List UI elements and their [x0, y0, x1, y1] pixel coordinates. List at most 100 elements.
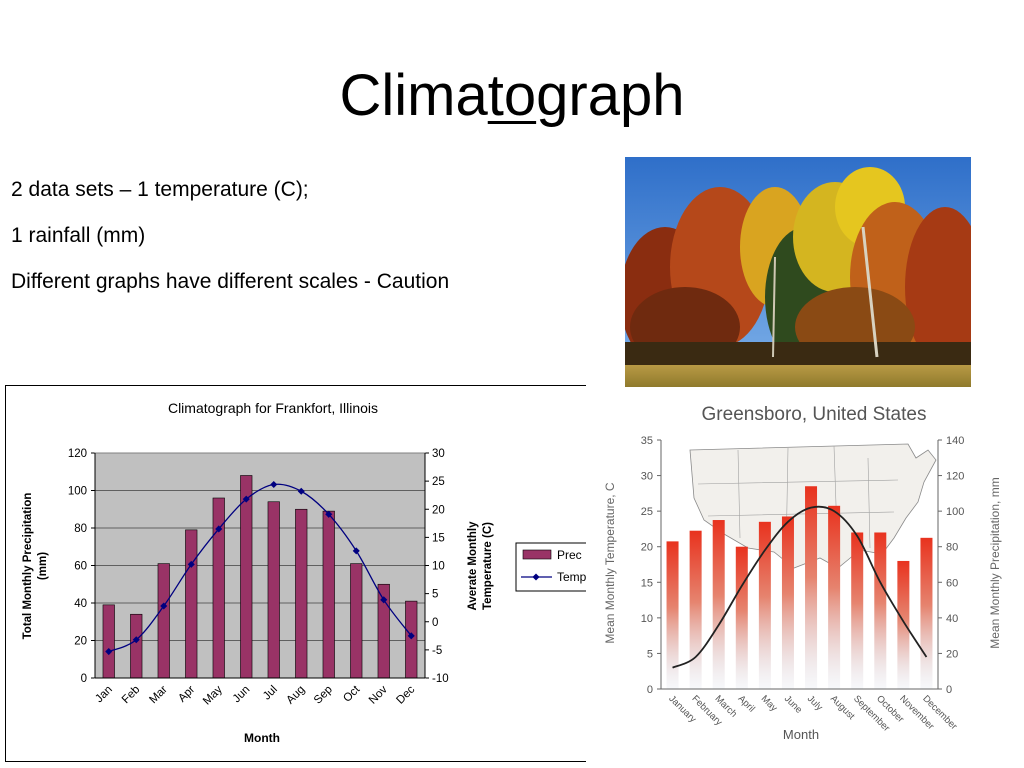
y-tick-label: 0 — [647, 684, 653, 696]
bullet-2: 1 rainfall (mm) — [11, 224, 146, 247]
y2-tick-label: 30 — [432, 448, 445, 460]
precip-bar-may — [758, 521, 771, 689]
legend-label-temp: Temp — [557, 570, 586, 584]
title-part-1: Clima — [339, 63, 488, 128]
forest-illustration — [625, 157, 971, 387]
y2-tick-label: -10 — [432, 673, 449, 685]
y2-tick-label: 0 — [432, 617, 438, 629]
autumn-forest-photo — [625, 157, 971, 387]
y-tick-label: 5 — [647, 648, 653, 660]
temp-point-oct — [352, 547, 360, 555]
y2-tick-label: 120 — [946, 471, 964, 483]
precip-bar-jan — [102, 604, 115, 679]
precip-bar-november — [897, 560, 910, 689]
precip-bar-january — [666, 541, 679, 689]
precip-bar-jul — [267, 501, 280, 679]
precip-bar-october — [874, 532, 887, 689]
chart-title: Greensboro, United States — [702, 404, 927, 425]
y-axis-label-line-2: (mm) — [37, 552, 49, 580]
y-axis-label: Mean Monthly Temperature, C — [603, 482, 617, 644]
legend: Prec Temp — [515, 542, 597, 592]
precip-bar-september — [851, 532, 864, 689]
y2-axis-label-line-2: Temperature (C) — [482, 522, 494, 610]
temp-point-nov — [380, 596, 388, 604]
y2-axis-label-line-1: Averate Monthly — [467, 521, 479, 611]
precip-bar-december — [920, 537, 933, 689]
precip-bar-oct — [350, 563, 363, 679]
legend-marker-temp — [532, 573, 540, 581]
precip-bar-sep — [322, 510, 335, 679]
y2-tick-label: 10 — [432, 561, 445, 573]
x-axis-label: Month — [783, 727, 819, 742]
y2-tick-label: 80 — [946, 542, 958, 554]
frankfort-climatograph: Climatograph for Frankfort, Illinois 0 20… — [5, 385, 597, 763]
temperature-line — [105, 480, 415, 656]
y-axis-label-line-1: Total Monthly Precipitation — [22, 493, 34, 640]
title-part-3: graph — [536, 63, 685, 128]
x-axis-label: Month — [244, 731, 280, 745]
y-tick-label: 35 — [641, 435, 653, 447]
legend-swatch-precip — [522, 549, 552, 560]
x-tick-label: July — [805, 693, 825, 713]
precip-bar-mar — [157, 563, 170, 679]
x-tick-label: August — [828, 693, 857, 722]
y2-tick-label: 60 — [946, 577, 958, 589]
x-tick-label: May — [759, 693, 780, 714]
temp-point-jun — [242, 495, 250, 503]
y-tick-label: 30 — [641, 471, 653, 483]
precip-bar-jun — [240, 475, 253, 679]
temperature-line-path — [672, 505, 928, 669]
y2-tick-label: 0 — [946, 684, 952, 696]
y-tick-label: 10 — [641, 613, 653, 625]
temp-point-apr — [187, 560, 195, 568]
y-tick-label: 25 — [641, 506, 653, 518]
y2-tick-label: 100 — [946, 506, 964, 518]
y-tick-label: 20 — [74, 636, 87, 648]
y2-tick-label: 25 — [432, 476, 445, 488]
precip-bar-june — [781, 516, 794, 689]
temperature-line — [672, 505, 928, 669]
precip-bar-march — [712, 520, 725, 689]
bullet-list: 2 data sets – 1 temperature (C); 1 rainf… — [11, 178, 571, 316]
temp-point-feb — [132, 636, 140, 644]
slide-title: Climatograph — [0, 62, 1024, 129]
bars — [666, 486, 933, 689]
y2-tick-label: 140 — [946, 435, 964, 447]
y-tick-label: 100 — [68, 486, 87, 498]
y2-tick-label: 20 — [946, 648, 958, 660]
chart-title: Climatograph for Frankfort, Illinois — [168, 400, 378, 416]
y2-tick-label: 15 — [432, 532, 445, 544]
legend-label-precip: Prec — [557, 548, 582, 562]
precip-bar-apr — [185, 529, 198, 679]
y2-tick-label: 5 — [432, 589, 438, 601]
y2-tick-label: 20 — [432, 504, 445, 516]
temp-point-mar — [160, 602, 168, 610]
title-part-underlined: to — [487, 63, 537, 128]
temp-point-jul — [270, 480, 278, 489]
y-tick-label: 15 — [641, 577, 653, 589]
y2-tick-label: 40 — [946, 613, 958, 625]
precip-bar-july — [805, 486, 818, 689]
greensboro-chart-svg: Greensboro, United States 0 5 10 15 20 25 30 35… — [603, 404, 1002, 742]
y2-tick-label: -5 — [432, 645, 442, 657]
temp-point-may — [215, 525, 223, 533]
temperature-line-path — [108, 483, 412, 653]
temp-point-dec — [407, 632, 415, 640]
precip-bar-february — [689, 530, 702, 689]
temp-point-jan — [105, 648, 113, 656]
frankfort-chart-svg: Climatograph for Frankfort, Illinois 0 20… — [5, 385, 597, 762]
y-tick-label: 40 — [74, 598, 87, 610]
bullet-3: Different graphs have different scales -… — [11, 270, 450, 293]
y-tick-label: 0 — [81, 673, 87, 685]
precip-bar-dec — [405, 600, 418, 679]
precip-bar-aug — [295, 508, 308, 679]
precip-bar-april — [735, 546, 748, 689]
precip-bar-august — [828, 505, 841, 689]
y-tick-label: 60 — [74, 561, 87, 573]
y2-axis-label: Mean Monthly Precipitation, mm — [988, 477, 1002, 648]
bars — [102, 475, 418, 679]
y-tick-label: 80 — [74, 523, 87, 535]
bullet-1: 2 data sets – 1 temperature (C); — [11, 178, 309, 201]
y-tick-label: 20 — [641, 542, 653, 554]
precip-bar-feb — [130, 613, 143, 679]
